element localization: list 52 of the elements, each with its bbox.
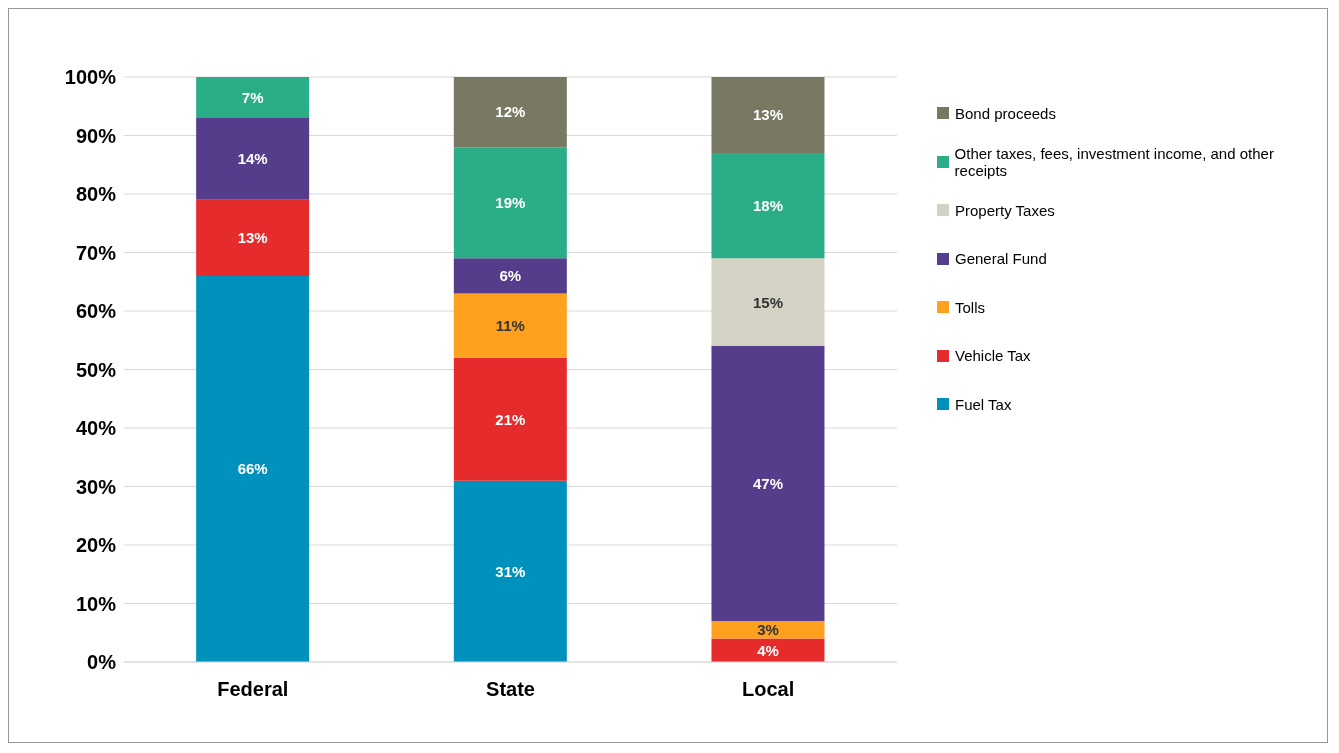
- data-label: 6%: [499, 267, 522, 285]
- bar: [196, 117, 310, 200]
- data-label: 47%: [752, 474, 783, 492]
- x-tick-label: Federal: [217, 678, 289, 701]
- bar: [196, 77, 310, 118]
- y-tick-label: 10%: [75, 592, 117, 615]
- bar: [196, 275, 310, 662]
- legend-label: Vehicle Tax: [955, 347, 1031, 365]
- bar: [453, 258, 567, 294]
- data-label: 15%: [752, 293, 783, 311]
- bar: [711, 621, 825, 639]
- legend-label: Bond proceeds: [955, 104, 1056, 122]
- y-tick-label: 100%: [64, 66, 117, 89]
- bar: [453, 293, 567, 358]
- data-label: 14%: [237, 150, 268, 168]
- data-label: 4%: [757, 641, 779, 659]
- bar: [711, 346, 825, 622]
- legend-label: Property Taxes: [955, 201, 1055, 219]
- y-tick-label: 50%: [75, 358, 117, 381]
- bar: [711, 153, 825, 259]
- bar: [453, 77, 567, 148]
- legend-label: General Fund: [955, 250, 1047, 268]
- y-tick-label: 70%: [75, 241, 117, 264]
- y-tick-label: 0%: [87, 651, 117, 674]
- legend-label: Fuel Tax: [955, 395, 1012, 413]
- legend-label: Tolls: [955, 298, 986, 316]
- bar: [196, 199, 310, 276]
- y-tick-label: 20%: [75, 534, 117, 557]
- bar: [453, 357, 567, 481]
- data-label: 31%: [495, 562, 526, 580]
- y-tick-label: 30%: [75, 475, 117, 498]
- data-label: 13%: [752, 106, 783, 124]
- bar: [711, 77, 825, 154]
- data-label: 18%: [752, 197, 783, 215]
- data-label: 66%: [237, 460, 268, 478]
- x-tick-label: State: [486, 678, 535, 701]
- y-tick-label: 60%: [75, 300, 117, 323]
- data-label: 19%: [495, 194, 526, 212]
- bar: [453, 147, 567, 259]
- bar: [711, 258, 825, 347]
- data-label: 11%: [495, 316, 525, 334]
- y-tick-label: 80%: [75, 183, 117, 206]
- data-label: 12%: [495, 103, 526, 121]
- bar: [453, 480, 567, 662]
- legend-label: Other taxes, fees, investment income, and other receipts: [954, 144, 1275, 179]
- data-label: 3%: [757, 621, 779, 639]
- y-tick-label: 90%: [75, 124, 117, 147]
- x-tick-label: Local: [742, 678, 795, 701]
- data-label: 7%: [241, 88, 264, 106]
- data-label: 21%: [495, 410, 526, 428]
- data-label: 13%: [237, 229, 268, 247]
- y-tick-label: 40%: [75, 417, 117, 440]
